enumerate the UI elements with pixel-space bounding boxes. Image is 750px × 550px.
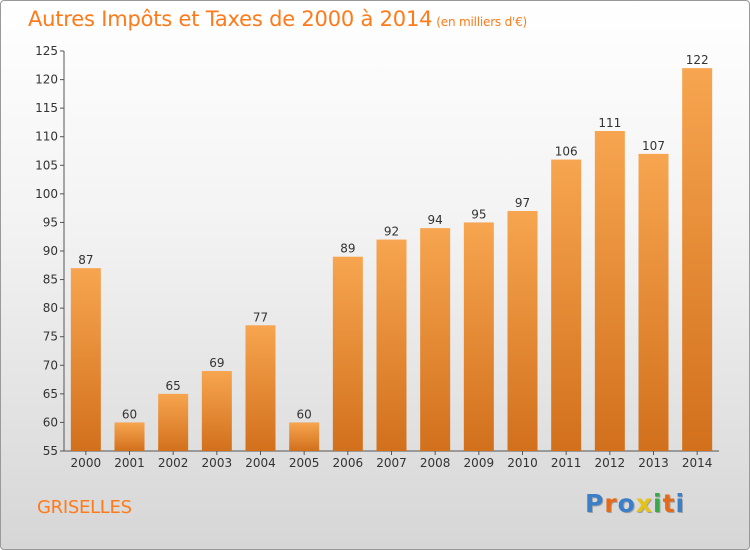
data-label-2005: 60 xyxy=(297,407,312,421)
bar-2011 xyxy=(551,159,582,452)
y-tick-label: 120 xyxy=(35,73,58,87)
y-tick-label: 90 xyxy=(43,244,58,258)
x-tick-label: 2003 xyxy=(202,456,233,470)
x-tick-label: 2007 xyxy=(376,456,407,470)
data-label-2002: 65 xyxy=(166,379,181,393)
data-label-2003: 69 xyxy=(209,356,224,370)
data-label-2011: 106 xyxy=(555,145,578,159)
bar-2007 xyxy=(376,239,407,451)
x-tick-label: 2014 xyxy=(682,456,713,470)
chart-title-text: Autres Impôts et Taxes de 2000 à 2014 xyxy=(28,7,433,31)
x-tick-label: 2012 xyxy=(595,456,626,470)
proxiti-logo: Proxiti xyxy=(585,489,685,518)
data-label-2008: 94 xyxy=(428,213,443,227)
x-tick-label: 2009 xyxy=(464,456,495,470)
data-label-2007: 92 xyxy=(384,225,399,239)
data-label-2000: 87 xyxy=(78,253,93,267)
x-tick-label: 2002 xyxy=(158,456,189,470)
commune-name: GRISELLES xyxy=(37,497,132,518)
data-label-2010: 97 xyxy=(515,196,530,210)
bar-2012 xyxy=(594,131,625,451)
bar-2008 xyxy=(420,228,451,451)
data-label-2013: 107 xyxy=(642,139,665,153)
chart-bars xyxy=(70,68,713,452)
y-tick-label: 95 xyxy=(43,215,58,229)
y-tick-label: 105 xyxy=(35,158,58,172)
bar-2013 xyxy=(638,153,669,451)
data-label-2001: 60 xyxy=(122,407,137,421)
chart-unit-label: (en milliers d'€) xyxy=(436,15,528,29)
logo-letter: o xyxy=(617,489,636,518)
logo-letter: r xyxy=(604,489,618,518)
bar-2002 xyxy=(158,393,189,451)
bar-2001 xyxy=(114,422,145,451)
bar-2004 xyxy=(245,325,276,451)
y-tick-label: 55 xyxy=(43,444,58,458)
y-tick-label: 80 xyxy=(43,301,58,315)
logo-letter: i xyxy=(653,489,663,518)
chart-data-labels: 87 60 65 69 77 60 89 92 94 95 97 106 111 107 122 xyxy=(78,53,708,421)
y-tick-label: 110 xyxy=(35,130,58,144)
data-label-2009: 95 xyxy=(471,207,486,221)
bar-2003 xyxy=(201,371,232,451)
data-label-2004: 77 xyxy=(253,310,268,324)
y-tick-label: 65 xyxy=(43,387,58,401)
bar-2014 xyxy=(682,68,713,452)
x-tick-label: 2013 xyxy=(638,456,669,470)
chart-title: Autres Impôts et Taxes de 2000 à 2014 (en… xyxy=(28,7,527,31)
y-tick-label: 115 xyxy=(35,101,58,115)
data-label-2012: 111 xyxy=(598,116,621,130)
y-tick-label: 60 xyxy=(43,415,58,429)
x-tick-label: 2006 xyxy=(333,456,364,470)
y-tick-label: 70 xyxy=(43,358,58,372)
logo-letter: x xyxy=(635,489,653,518)
data-label-2014: 122 xyxy=(686,53,709,67)
x-tick-label: 2005 xyxy=(289,456,320,470)
bar-2010 xyxy=(507,211,538,451)
x-tick-label: 2008 xyxy=(420,456,451,470)
y-tick-label: 85 xyxy=(43,273,58,287)
x-tick-label: 2001 xyxy=(114,456,145,470)
logo-letter: t xyxy=(662,489,676,518)
bar-2005 xyxy=(289,422,320,451)
x-tick-label: 2011 xyxy=(551,456,582,470)
y-tick-label: 100 xyxy=(35,187,58,201)
bar-2009 xyxy=(463,222,494,451)
x-tick-label: 2004 xyxy=(245,456,276,470)
y-tick-label: 125 xyxy=(35,44,58,58)
y-tick-label: 75 xyxy=(43,330,58,344)
x-tick-label: 2010 xyxy=(507,456,538,470)
bar-2000 xyxy=(70,268,101,451)
logo-letter: i xyxy=(675,489,686,518)
logo-letter: P xyxy=(585,489,605,518)
x-tick-label: 2000 xyxy=(71,456,102,470)
data-label-2006: 89 xyxy=(340,242,355,256)
chart-axes: 55 60 65 70 75 80 85 90 95 100 105 110 115 120 125 2000… xyxy=(35,44,719,470)
bar-2006 xyxy=(332,256,363,451)
